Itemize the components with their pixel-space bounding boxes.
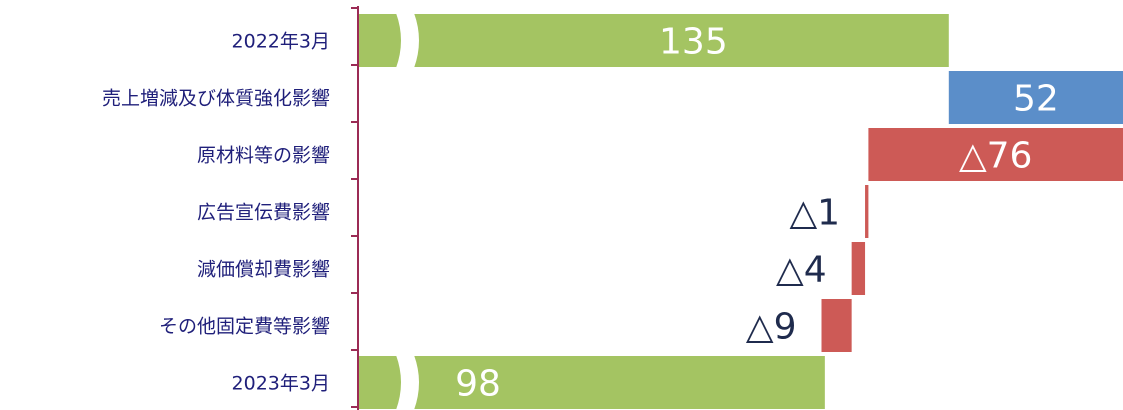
bar-2 (948, 71, 1123, 124)
category-label-7: 2023年3月 (232, 373, 330, 395)
value-label-5: △4 (776, 250, 827, 291)
bar-6 (821, 299, 852, 352)
value-label-1: 135 (659, 22, 728, 63)
value-label-6: △9 (746, 307, 797, 348)
bar-5 (851, 242, 866, 295)
category-label-5: 減価償却費影響 (197, 259, 330, 281)
category-axis: 2022年3月売上増減及び体質強化影響原材料等の影響広告宣伝費影響減価償却費影響… (102, 6, 359, 410)
bar-7 (358, 356, 825, 409)
axis-breaks-layer (396, 13, 419, 410)
category-label-1: 2022年3月 (232, 31, 330, 53)
value-label-7: 98 (455, 364, 501, 405)
category-label-3: 原材料等の影響 (197, 145, 330, 167)
labels-layer: 135 52 △76 △1 △4 △9 98 (455, 22, 1059, 405)
category-label-2: 売上増減及び体質強化影響 (102, 88, 330, 110)
axis-break-7 (396, 355, 419, 410)
value-label-4: △1 (789, 193, 840, 234)
category-label-4: 広告宣伝費影響 (197, 202, 330, 224)
category-label-6: その他固定費等影響 (159, 316, 330, 338)
bar-4 (865, 185, 869, 238)
axis-break-1 (396, 13, 419, 68)
value-label-2: 52 (1013, 79, 1059, 120)
bar-1 (358, 14, 949, 67)
bars-layer (358, 14, 1123, 409)
bar-3 (868, 128, 1123, 181)
value-label-3: △76 (959, 136, 1033, 177)
